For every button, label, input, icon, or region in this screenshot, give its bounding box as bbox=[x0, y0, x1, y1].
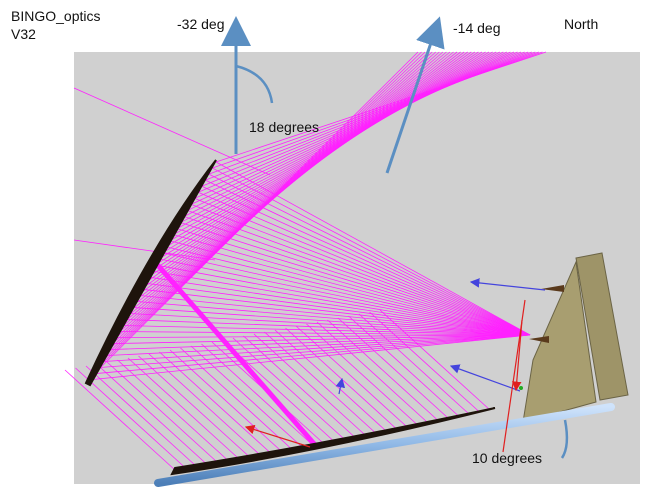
ray-secondary bbox=[96, 363, 207, 465]
ray-converging bbox=[194, 197, 531, 336]
ray-converging bbox=[180, 222, 531, 336]
north-label: North bbox=[564, 16, 599, 32]
ray-converging bbox=[173, 234, 531, 336]
ray-secondary bbox=[264, 331, 375, 433]
red-arrow-2 bbox=[244, 424, 311, 448]
ray-secondary bbox=[169, 349, 281, 451]
ray-converging bbox=[187, 210, 531, 336]
ray-converging bbox=[105, 334, 531, 351]
ray-secondary bbox=[327, 319, 438, 421]
ray-converging bbox=[159, 258, 531, 336]
ray-incoming bbox=[87, 51, 419, 381]
ray-secondary bbox=[316, 321, 428, 423]
secondary-mirror bbox=[170, 407, 496, 476]
ray-secondary bbox=[243, 335, 354, 437]
ray-converging bbox=[119, 325, 531, 336]
ray-converging bbox=[123, 319, 531, 336]
ray-converging bbox=[116, 331, 531, 336]
ray-secondary bbox=[85, 365, 197, 467]
ray-stray bbox=[73, 87, 271, 176]
ray-secondary bbox=[274, 329, 386, 431]
curved-arrow-icon bbox=[235, 64, 274, 104]
ray-converging bbox=[169, 240, 531, 336]
ray-converging bbox=[127, 312, 531, 336]
ray-converging bbox=[109, 334, 531, 345]
normal-arrow-1 bbox=[469, 278, 546, 291]
horn-1 bbox=[541, 285, 564, 292]
ray-converging bbox=[176, 228, 531, 336]
title-line-1: BINGO_optics bbox=[11, 8, 101, 24]
angle-between-label: 18 degrees bbox=[249, 119, 320, 135]
ray-converging bbox=[148, 276, 531, 336]
ray-converging bbox=[87, 334, 531, 381]
ray-secondary bbox=[75, 367, 186, 469]
ray-secondary bbox=[295, 325, 407, 427]
ray-secondary bbox=[64, 369, 176, 471]
ray-secondary bbox=[148, 353, 260, 455]
ray-stray bbox=[73, 239, 216, 261]
ray-converging bbox=[166, 246, 531, 336]
ray-converging bbox=[151, 270, 531, 336]
ray-secondary bbox=[379, 309, 491, 411]
ray-converging bbox=[162, 252, 531, 336]
ray-secondary bbox=[201, 343, 312, 445]
ray-bundle bbox=[64, 51, 547, 471]
red-arrow-1 bbox=[511, 319, 523, 392]
normal-arrow-3 bbox=[335, 377, 346, 395]
primary-mirror bbox=[84, 159, 217, 387]
ray-converging bbox=[141, 288, 531, 336]
ray-secondary bbox=[306, 323, 417, 425]
ray-converging bbox=[102, 334, 531, 357]
ray-converging bbox=[183, 216, 531, 336]
ray-converging bbox=[95, 334, 531, 369]
title-line-2: V32 bbox=[11, 26, 36, 42]
ray-secondary bbox=[348, 315, 459, 417]
ray-secondary bbox=[337, 317, 449, 419]
angle-right-label: -14 deg bbox=[453, 20, 501, 36]
ray-converging bbox=[190, 204, 531, 336]
ray-secondary bbox=[253, 333, 365, 435]
ray-secondary bbox=[159, 351, 270, 453]
angle-left-label: -32 deg bbox=[177, 16, 225, 32]
ray-secondary bbox=[232, 337, 344, 439]
ray-secondary bbox=[138, 355, 249, 457]
up-arrow-icon bbox=[385, 16, 445, 174]
ray-secondary bbox=[190, 345, 302, 447]
ray-converging bbox=[98, 334, 531, 363]
ray-secondary bbox=[180, 347, 291, 449]
support-frame-back bbox=[575, 252, 629, 401]
support-rail bbox=[154, 403, 615, 487]
curved-arrow-icon bbox=[560, 419, 569, 459]
ray-secondary bbox=[106, 361, 218, 463]
horn-2 bbox=[529, 336, 549, 343]
caustic-line bbox=[153, 260, 318, 448]
tilt-label: 10 degrees bbox=[472, 450, 543, 466]
ray-secondary bbox=[369, 311, 480, 413]
normal-arrow-2 bbox=[449, 364, 521, 392]
ray-converging bbox=[155, 264, 531, 336]
ray-secondary bbox=[358, 313, 470, 415]
ray-converging bbox=[144, 282, 531, 336]
ray-converging bbox=[112, 334, 531, 339]
ray-secondary bbox=[117, 359, 228, 461]
ray-converging bbox=[91, 334, 531, 375]
ray-converging bbox=[137, 294, 531, 336]
ray-secondary bbox=[127, 357, 239, 459]
ray-converging bbox=[134, 300, 531, 336]
focus-marker bbox=[519, 386, 523, 390]
